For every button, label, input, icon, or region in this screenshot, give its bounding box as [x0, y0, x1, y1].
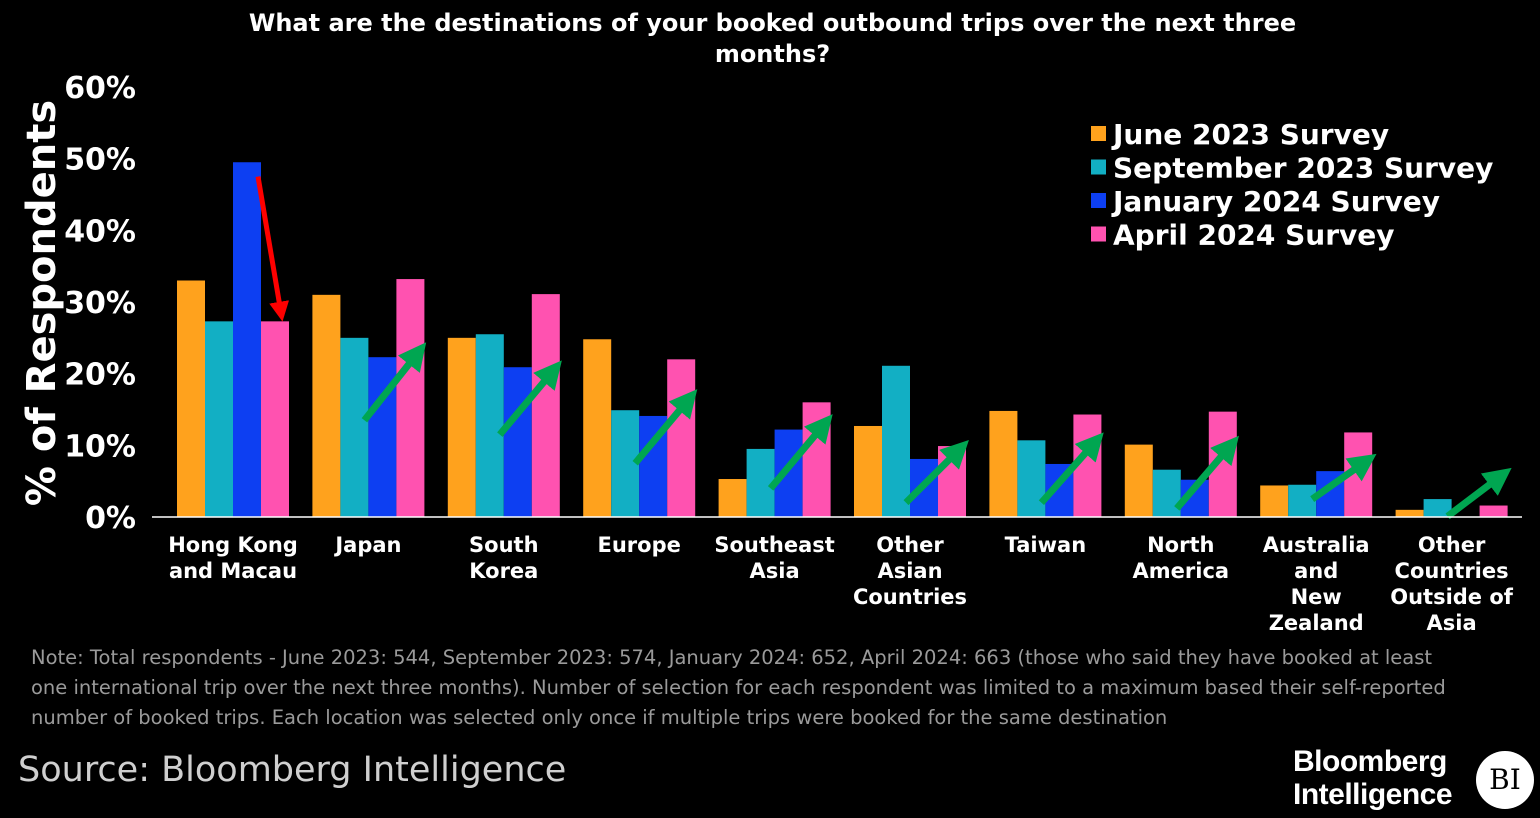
green-up-arrow-icon — [767, 414, 833, 491]
bar-chart: % of Respondents 0% 10% 20% 30% 40% 50% 60% Ho… — [19, 71, 1522, 635]
brand-name-line2: Intelligence — [1293, 778, 1453, 811]
bar — [1017, 440, 1046, 517]
x-category-label: Hong Kong and Macau — [168, 533, 298, 583]
y-tick-label: 30% — [64, 286, 136, 321]
green-up-arrow-icon — [497, 360, 562, 437]
bar — [503, 367, 532, 517]
bar — [1124, 444, 1153, 517]
bar — [854, 425, 882, 517]
x-category-label: Taiwan — [1005, 533, 1087, 557]
bar — [475, 334, 504, 517]
green-up-arrow-icon — [1310, 453, 1377, 502]
legend-swatch — [1091, 159, 1106, 175]
bar — [583, 339, 612, 517]
bar — [447, 337, 476, 517]
y-axis-ticks: 0% 10% 20% 30% 40% 50% 60% — [64, 71, 136, 536]
legend-swatch — [1091, 126, 1106, 141]
legend-label: June 2023 Survey — [1111, 118, 1389, 151]
green-up-arrow-icon — [632, 389, 698, 466]
bar — [1260, 485, 1289, 517]
y-tick-label: 60% — [64, 71, 136, 106]
brand-name: Bloomberg Intelligence — [1293, 745, 1453, 811]
x-axis-category-labels: Hong Kong and Macau Japan South Korea Europe S… — [168, 533, 1514, 635]
y-tick-label: 10% — [64, 429, 136, 464]
y-axis-title: % of Respondents — [19, 100, 65, 506]
legend-label: January 2024 Survey — [1111, 185, 1440, 218]
y-tick-label: 50% — [64, 143, 136, 178]
trend-arrows — [255, 176, 1512, 520]
bar — [312, 294, 341, 517]
x-category-label: Australia and New Zealand — [1263, 533, 1370, 635]
x-category-label: South Korea — [469, 533, 539, 583]
bar — [1395, 509, 1424, 517]
legend-label: April 2024 Survey — [1113, 219, 1395, 252]
x-category-label: Other Asian Countries — [853, 533, 967, 609]
source-credit: Source: Bloomberg Intelligence — [18, 750, 567, 790]
y-tick-label: 0% — [85, 501, 136, 536]
bar — [1479, 505, 1508, 517]
green-up-arrow-icon — [1174, 435, 1239, 511]
bar — [718, 479, 747, 517]
legend-swatch — [1091, 226, 1106, 242]
legend-label: September 2023 Survey — [1113, 152, 1493, 185]
bar — [667, 359, 696, 517]
bloomberg-intelligence-logo: Bloomberg Intelligence BI — [1293, 745, 1534, 815]
bar — [989, 410, 1018, 517]
bar — [1423, 499, 1452, 517]
red-down-arrow-icon — [255, 176, 290, 322]
x-category-label: North America — [1133, 533, 1230, 583]
green-up-arrow-icon — [903, 440, 969, 506]
bar — [1152, 469, 1181, 517]
bar — [340, 337, 369, 517]
bar — [177, 280, 205, 517]
bar — [746, 448, 775, 517]
x-category-label: Southeast Asia — [714, 533, 834, 583]
chart-title: What are the destinations of your booked… — [248, 9, 1297, 68]
legend-swatch — [1091, 193, 1106, 208]
bar — [1288, 484, 1317, 517]
green-up-arrow-icon — [1445, 467, 1512, 520]
bar — [205, 321, 233, 517]
bi-badge-icon: BI — [1476, 751, 1534, 809]
bar — [802, 402, 831, 517]
y-tick-label: 20% — [64, 358, 136, 393]
bar — [882, 365, 910, 517]
x-category-label: Other Countries Outside of Asia — [1390, 533, 1514, 635]
bar — [396, 279, 425, 517]
bar — [611, 410, 640, 517]
bar — [261, 321, 289, 517]
brand-name-line1: Bloomberg — [1293, 745, 1447, 778]
green-up-arrow-icon — [361, 342, 427, 423]
y-tick-label: 40% — [64, 214, 136, 249]
x-category-label: Japan — [333, 533, 401, 557]
bar — [531, 294, 560, 517]
bar — [233, 162, 261, 517]
green-up-arrow-icon — [1038, 432, 1104, 505]
chart-note: Note: Total respondents - June 2023: 544… — [31, 646, 1446, 729]
x-category-label: Europe — [598, 533, 681, 557]
